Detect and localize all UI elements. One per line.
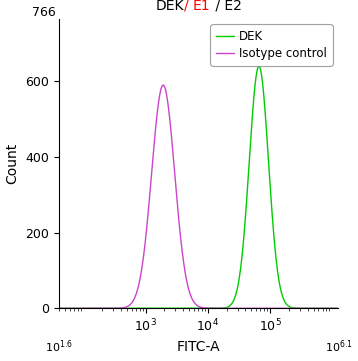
X-axis label: FITC-A: FITC-A bbox=[177, 340, 221, 354]
Isotype control bbox=[336, 306, 340, 310]
Text: 766: 766 bbox=[32, 5, 56, 18]
DEK bbox=[336, 306, 340, 310]
Text: $10^{6.1}$: $10^{6.1}$ bbox=[324, 339, 352, 356]
Text: E1: E1 bbox=[193, 0, 211, 13]
DEK bbox=[279, 289, 283, 293]
Isotype control bbox=[71, 306, 75, 310]
Text: $10^{1.6}$: $10^{1.6}$ bbox=[45, 339, 73, 356]
Legend: DEK, Isotype control: DEK, Isotype control bbox=[211, 25, 333, 66]
Text: /: / bbox=[184, 0, 193, 13]
DEK bbox=[264, 124, 268, 128]
Isotype control bbox=[234, 306, 239, 310]
Y-axis label: Count: Count bbox=[6, 143, 20, 184]
Isotype control bbox=[264, 306, 268, 310]
Line: DEK: DEK bbox=[59, 66, 338, 308]
Line: Isotype control: Isotype control bbox=[59, 85, 338, 308]
Isotype control bbox=[57, 306, 61, 310]
DEK bbox=[57, 306, 61, 310]
Text: DEK: DEK bbox=[156, 0, 184, 13]
DEK bbox=[234, 290, 238, 294]
DEK bbox=[158, 306, 162, 310]
Isotype control bbox=[279, 306, 283, 310]
DEK bbox=[222, 306, 226, 310]
DEK bbox=[257, 64, 261, 68]
Isotype control bbox=[161, 83, 165, 87]
DEK bbox=[71, 306, 75, 310]
Isotype control bbox=[222, 306, 226, 310]
Isotype control bbox=[158, 91, 162, 96]
Text: / E2: / E2 bbox=[211, 0, 242, 13]
